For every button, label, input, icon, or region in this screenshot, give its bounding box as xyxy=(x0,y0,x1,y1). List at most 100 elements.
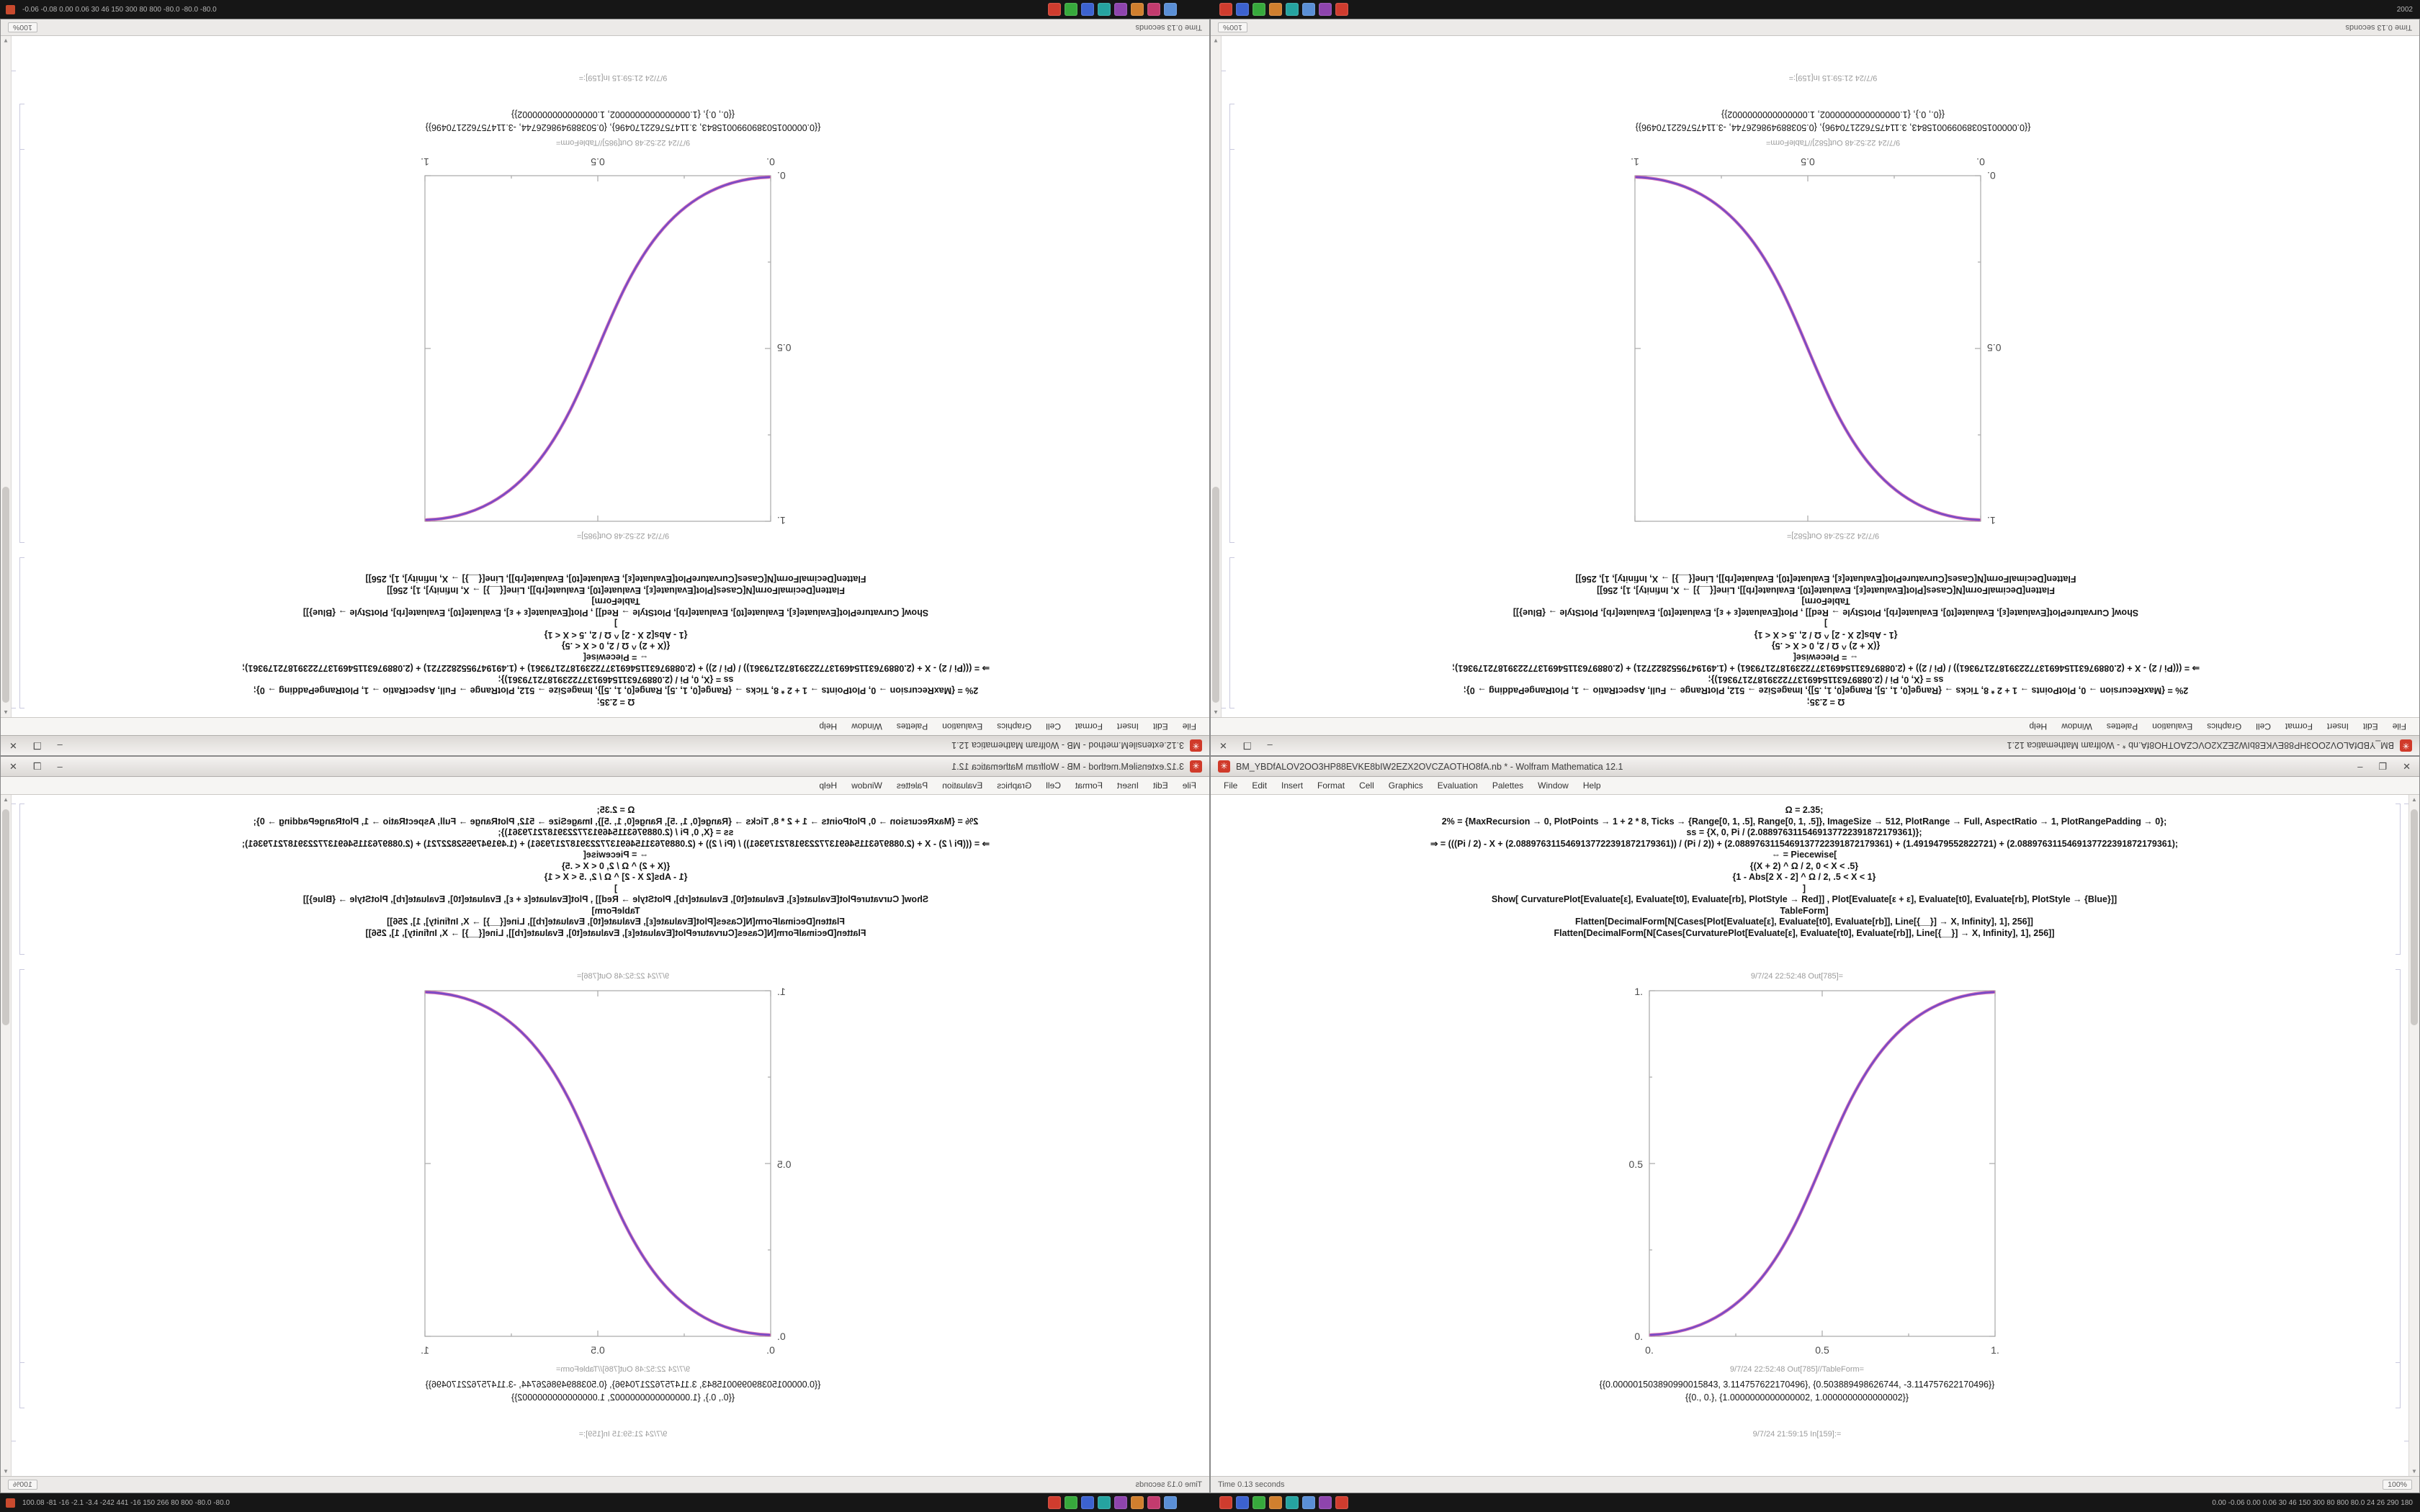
taskbar-app-icon[interactable] xyxy=(1098,3,1111,16)
close-button[interactable]: ✕ xyxy=(2403,760,2411,772)
menu-evaluation[interactable]: Evaluation xyxy=(942,780,983,791)
minimize-button[interactable]: – xyxy=(57,760,63,772)
scroll-up-icon[interactable]: ▲ xyxy=(2411,796,2417,803)
taskbar-app-icon[interactable] xyxy=(1335,3,1348,16)
taskbar-app-icon[interactable] xyxy=(1164,3,1177,16)
maximize-button[interactable]: ❐ xyxy=(32,760,42,772)
menu-graphics[interactable]: Graphics xyxy=(997,780,1032,791)
taskbar-app-icon[interactable] xyxy=(1098,1496,1111,1509)
taskbar-app-icon[interactable] xyxy=(1147,3,1160,16)
taskbar-indicator-icon[interactable] xyxy=(6,4,15,14)
taskbar-app-icon[interactable] xyxy=(1286,1496,1299,1509)
taskbar-app-icon[interactable] xyxy=(1081,3,1094,16)
window-titlebar[interactable]: ✳ BM_YBDfALOV2OO3HP88EVKE8bIW2EZX2OVCZAO… xyxy=(1211,757,2419,777)
menu-window[interactable]: Window xyxy=(2061,721,2092,732)
cell-bracket[interactable] xyxy=(1229,149,1234,543)
menu-edit[interactable]: Edit xyxy=(1152,780,1168,791)
window-titlebar[interactable]: ✳ 3.12.extensileM.method - MB - Wolfram … xyxy=(1,757,1209,777)
taskbar-app-icon[interactable] xyxy=(1081,1496,1094,1509)
maximize-button[interactable]: ❐ xyxy=(2378,760,2388,772)
menu-window[interactable]: Window xyxy=(1538,780,1569,791)
menu-palettes[interactable]: Palettes xyxy=(896,780,928,791)
menu-format[interactable]: Format xyxy=(1075,721,1103,732)
menu-help[interactable]: Help xyxy=(819,780,838,791)
scroll-up-icon[interactable]: ▲ xyxy=(3,709,9,716)
taskbar-app-icon[interactable] xyxy=(1252,3,1265,16)
cell-group-bracket[interactable] xyxy=(1221,71,1226,708)
taskbar-app-icon[interactable] xyxy=(1131,1496,1144,1509)
window-titlebar[interactable]: ✳ 3.12.extensileM.method - MB - Wolfram … xyxy=(1,735,1209,755)
menu-cell[interactable]: Cell xyxy=(1046,721,1061,732)
scroll-down-icon[interactable]: ▼ xyxy=(2411,1468,2417,1475)
menu-edit[interactable]: Edit xyxy=(1252,780,1268,791)
zoom-level[interactable]: 100% xyxy=(8,1480,37,1490)
cell-bracket[interactable] xyxy=(19,1362,24,1408)
taskbar-app-icon[interactable] xyxy=(1286,3,1299,16)
menu-insert[interactable]: Insert xyxy=(1116,721,1139,732)
taskbar-app-icon[interactable] xyxy=(1236,3,1249,16)
input-cell[interactable]: Ω = 2.35; 2% = {MaxRecursion → 0, PlotPo… xyxy=(1254,573,2398,708)
vertical-scrollbar[interactable]: ▲ ▼ xyxy=(2408,795,2419,1476)
cell-group-bracket[interactable] xyxy=(11,804,16,1441)
taskbar-app-icon[interactable] xyxy=(1269,1496,1282,1509)
cell-bracket[interactable] xyxy=(2396,1362,2401,1408)
taskbar-app-icon[interactable] xyxy=(1335,1496,1348,1509)
menu-cell[interactable]: Cell xyxy=(1046,780,1061,791)
menu-help[interactable]: Help xyxy=(2029,721,2048,732)
menu-file[interactable]: File xyxy=(1224,780,1238,791)
cell-bracket[interactable] xyxy=(19,969,24,1363)
menu-evaluation[interactable]: Evaluation xyxy=(1437,780,1478,791)
taskbar-app-icon[interactable] xyxy=(1319,3,1332,16)
window-titlebar[interactable]: ✳ BM_YBDfALOV2OO3HP88EVKE8bIW2EZX2OVCZAO… xyxy=(1211,735,2419,755)
menu-evaluation[interactable]: Evaluation xyxy=(2152,721,2193,732)
input-cell[interactable]: Ω = 2.35; 2% = {MaxRecursion → 0, PlotPo… xyxy=(44,573,1188,708)
scroll-down-icon[interactable]: ▼ xyxy=(3,1468,9,1475)
menu-graphics[interactable]: Graphics xyxy=(1388,780,1423,791)
cell-bracket[interactable] xyxy=(2396,969,2401,1363)
taskbar-app-icon[interactable] xyxy=(1048,3,1061,16)
zoom-level[interactable]: 100% xyxy=(2383,1480,2412,1490)
menu-window[interactable]: Window xyxy=(851,721,882,732)
taskbar-app-icon[interactable] xyxy=(1147,1496,1160,1509)
menu-insert[interactable]: Insert xyxy=(2326,721,2349,732)
scroll-up-icon[interactable]: ▲ xyxy=(1213,709,1219,716)
taskbar-app-icon[interactable] xyxy=(1114,1496,1127,1509)
maximize-button[interactable]: ❐ xyxy=(32,740,42,752)
maximize-button[interactable]: ❐ xyxy=(1242,740,1252,752)
close-button[interactable]: ✕ xyxy=(1219,740,1227,752)
cell-bracket[interactable] xyxy=(2396,804,2401,955)
menu-cell[interactable]: Cell xyxy=(2256,721,2271,732)
scroll-up-icon[interactable]: ▲ xyxy=(3,796,9,803)
input-cell[interactable]: Ω = 2.35; 2% = {MaxRecursion → 0, PlotPo… xyxy=(1232,805,2376,939)
taskbar-indicator-icon[interactable] xyxy=(6,1498,15,1508)
taskbar-app-icon[interactable] xyxy=(1219,3,1232,16)
menu-evaluation[interactable]: Evaluation xyxy=(942,721,983,732)
cell-group-bracket[interactable] xyxy=(11,71,16,708)
menu-insert[interactable]: Insert xyxy=(1281,780,1304,791)
taskbar-app-icon[interactable] xyxy=(1302,1496,1315,1509)
menu-cell[interactable]: Cell xyxy=(1359,780,1374,791)
taskbar-app-icon[interactable] xyxy=(1114,3,1127,16)
taskbar-app-icon[interactable] xyxy=(1319,1496,1332,1509)
menu-palettes[interactable]: Palettes xyxy=(1492,780,1524,791)
taskbar-app-icon[interactable] xyxy=(1164,1496,1177,1509)
scrollbar-thumb[interactable] xyxy=(2,809,9,1025)
cell-bracket[interactable] xyxy=(19,804,24,955)
cell-bracket[interactable] xyxy=(1229,557,1234,708)
menu-palettes[interactable]: Palettes xyxy=(896,721,928,732)
menu-file[interactable]: File xyxy=(1182,780,1196,791)
zoom-level[interactable]: 100% xyxy=(1218,22,1247,32)
taskbar-app-icon[interactable] xyxy=(1131,3,1144,16)
scroll-down-icon[interactable]: ▼ xyxy=(3,37,9,44)
close-button[interactable]: ✕ xyxy=(9,760,17,772)
cell-bracket[interactable] xyxy=(1229,104,1234,150)
menu-format[interactable]: Format xyxy=(1317,780,1345,791)
zoom-level[interactable]: 100% xyxy=(8,22,37,32)
menu-edit[interactable]: Edit xyxy=(1152,721,1168,732)
menu-edit[interactable]: Edit xyxy=(2362,721,2378,732)
cell-bracket[interactable] xyxy=(19,149,24,543)
taskbar-app-icon[interactable] xyxy=(1302,3,1315,16)
menu-format[interactable]: Format xyxy=(1075,780,1103,791)
menu-help[interactable]: Help xyxy=(819,721,838,732)
menu-file[interactable]: File xyxy=(1182,721,1196,732)
